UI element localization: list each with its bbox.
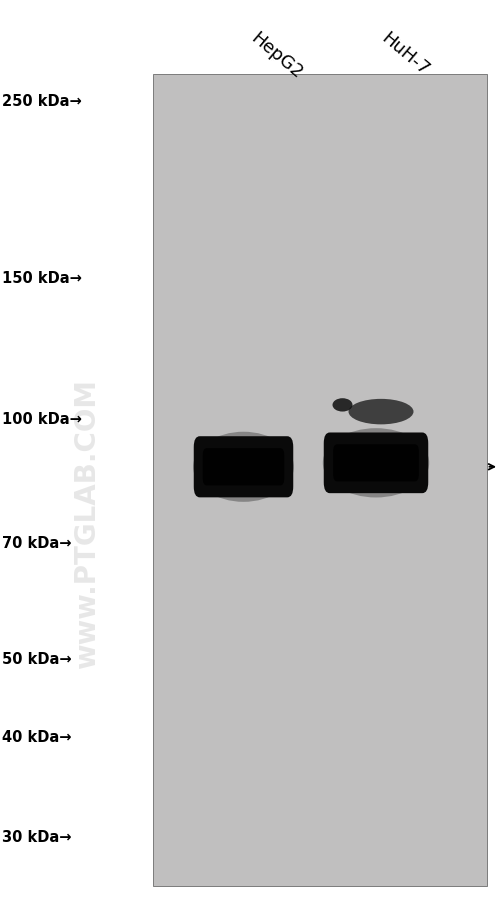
FancyBboxPatch shape: [333, 445, 419, 482]
Ellipse shape: [323, 428, 429, 498]
Text: HuH-7: HuH-7: [378, 30, 432, 79]
Text: 50 kDa→: 50 kDa→: [2, 651, 72, 667]
Text: www.PTGLAB.COM: www.PTGLAB.COM: [74, 378, 102, 668]
Text: 40 kDa→: 40 kDa→: [2, 729, 72, 744]
Text: 30 kDa→: 30 kDa→: [2, 829, 72, 843]
Text: HepG2: HepG2: [248, 30, 306, 83]
Text: 150 kDa→: 150 kDa→: [2, 271, 82, 286]
Text: 100 kDa→: 100 kDa→: [2, 411, 82, 427]
FancyBboxPatch shape: [203, 448, 284, 486]
Bar: [152, 75, 487, 886]
Text: 70 kDa→: 70 kDa→: [2, 535, 72, 550]
Ellipse shape: [332, 399, 352, 412]
Ellipse shape: [348, 400, 414, 425]
Text: 250 kDa→: 250 kDa→: [2, 94, 82, 109]
FancyBboxPatch shape: [194, 437, 293, 498]
Ellipse shape: [193, 432, 294, 502]
FancyBboxPatch shape: [324, 433, 428, 493]
